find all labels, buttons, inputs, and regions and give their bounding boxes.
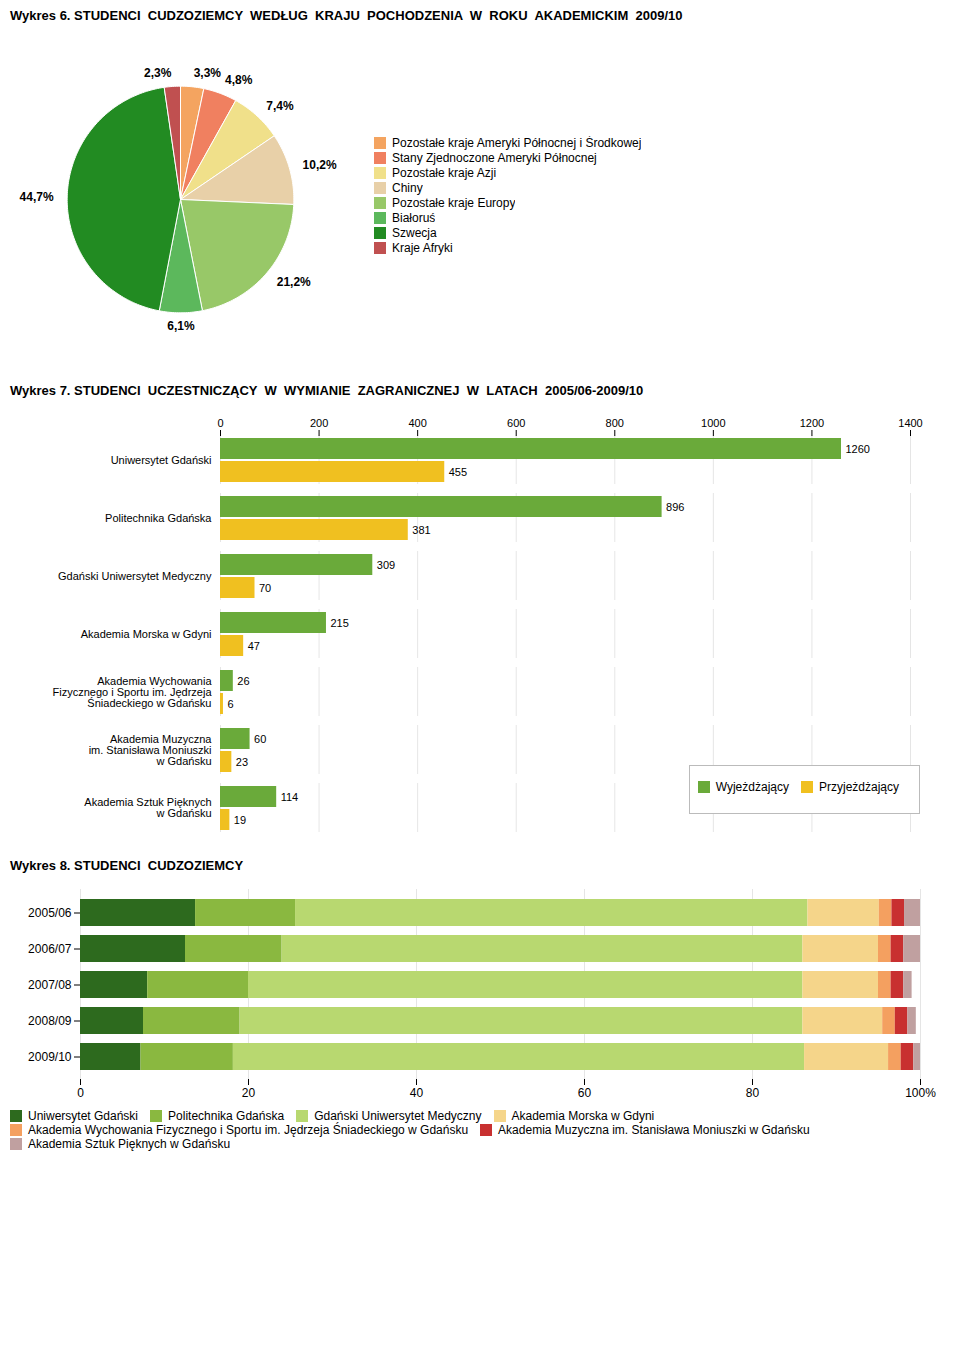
html-text:Wykres 7. STUDENCI UCZESTNICZĄ: Wykres 7. STUDENCI UCZESTNICZĄCY W WYMIA… [10, 383, 644, 398]
svg-text:7,4%: 7,4% [266, 99, 294, 113]
svg-text:600: 600 [507, 417, 525, 429]
svg-text:10,2%: 10,2% [303, 158, 337, 172]
svg-text:3,3%: 3,3% [194, 66, 222, 80]
svg-text:2008/09: 2008/09 [28, 1014, 72, 1028]
svg-text:Akademia Morska w Gdyni: Akademia Morska w Gdyni [81, 628, 212, 640]
html-text:Wykres 6. STUDENCI CUDZOZIEMCY: Wykres 6. STUDENCI CUDZOZIEMCY WEDŁUG KR… [10, 8, 683, 23]
svg-text:Akademia Sztuk Pięknychw Gdańs: Akademia Sztuk Pięknychw Gdańsku [84, 796, 211, 819]
html-text:Akademia Morska w Gdyni: Akademia Morska w Gdyni [511, 1109, 655, 1123]
svg-text:100%: 100% [905, 1086, 936, 1100]
svg-text:Politechnika Gdańska: Politechnika Gdańska [105, 512, 212, 524]
html-text:Politechnika Gdańska: Politechnika Gdańska [168, 1109, 285, 1123]
html-text:Przyjeżdżający: Przyjeżdżający [819, 779, 899, 794]
svg-text:20: 20 [242, 1086, 256, 1100]
svg-text:1000: 1000 [701, 417, 725, 429]
html-text:Kraje Afryki: Kraje Afryki [392, 241, 453, 255]
svg-text:1200: 1200 [800, 417, 824, 429]
svg-text:114: 114 [281, 791, 299, 803]
svg-text:19: 19 [234, 814, 246, 826]
svg-text:2009/10: 2009/10 [28, 1050, 72, 1064]
svg-text:60: 60 [254, 733, 266, 745]
svg-text:23: 23 [236, 756, 248, 768]
html-text:Akademia Wychowania Fizycznego: Akademia Wychowania Fizycznego i Sportu … [28, 1123, 469, 1137]
html-text:Wyjeżdżający: Wyjeżdżający [715, 779, 789, 794]
svg-text:1260: 1260 [846, 443, 870, 455]
svg-text:200: 200 [310, 417, 328, 429]
html-text:Gdański Uniwersytet Medyczny: Gdański Uniwersytet Medyczny [314, 1109, 482, 1123]
svg-text:215: 215 [330, 617, 348, 629]
svg-text:309: 309 [377, 559, 395, 571]
html-text:Akademia Muzyczna im. Stanisła: Akademia Muzyczna im. Stanisława Moniusz… [498, 1123, 810, 1137]
svg-text:800: 800 [606, 417, 624, 429]
svg-text:60: 60 [578, 1086, 592, 1100]
html-text:Białoruś: Białoruś [392, 211, 436, 225]
svg-text:1400: 1400 [898, 417, 922, 429]
html-text:Pozostałe kraje Europy: Pozostałe kraje Europy [392, 196, 516, 210]
svg-text:Uniwersytet Gdański: Uniwersytet Gdański [111, 454, 212, 466]
html-text:Chiny: Chiny [392, 181, 423, 195]
svg-text:0: 0 [77, 1086, 84, 1100]
html-text:Pozostałe kraje Ameryki Północ: Pozostałe kraje Ameryki Północnej i Środ… [392, 136, 642, 150]
html-text:Uniwersytet Gdański: Uniwersytet Gdański [28, 1109, 138, 1123]
svg-text:Akademia Muzycznaim. Stanisław: Akademia Muzycznaim. Stanisława Moniuszk… [89, 733, 213, 767]
html-text:Wykres 8. STUDENCI CUDZOZIEMCY: Wykres 8. STUDENCI CUDZOZIEMCY [10, 858, 244, 873]
svg-text:26: 26 [237, 675, 249, 687]
svg-text:Gdański Uniwersytet Medyczny: Gdański Uniwersytet Medyczny [58, 570, 212, 582]
svg-text:44,7%: 44,7% [20, 190, 54, 204]
svg-text:6,1%: 6,1% [167, 319, 195, 333]
svg-text:6: 6 [227, 698, 233, 710]
svg-text:40: 40 [410, 1086, 424, 1100]
svg-text:381: 381 [412, 524, 430, 536]
svg-text:21,2%: 21,2% [277, 275, 311, 289]
html-text:Pozostałe kraje Azji: Pozostałe kraje Azji [392, 166, 497, 180]
svg-text:0: 0 [217, 417, 223, 429]
svg-text:2,3%: 2,3% [144, 66, 172, 80]
svg-text:2005/06: 2005/06 [28, 906, 72, 920]
svg-text:70: 70 [259, 582, 271, 594]
svg-text:80: 80 [746, 1086, 760, 1100]
html-text:Szwecja: Szwecja [392, 226, 437, 240]
svg-text:2006/07: 2006/07 [28, 942, 72, 956]
svg-text:455: 455 [449, 466, 467, 478]
html-text:Stany Zjednoczone Ameryki Półn: Stany Zjednoczone Ameryki Północnej [392, 151, 597, 165]
html-text:Akademia Sztuk Pięknych w Gdań: Akademia Sztuk Pięknych w Gdańsku [28, 1137, 231, 1151]
svg-text:896: 896 [666, 501, 684, 513]
svg-text:4,8%: 4,8% [225, 73, 253, 87]
svg-text:47: 47 [248, 640, 260, 652]
svg-text:400: 400 [408, 417, 426, 429]
svg-text:2007/08: 2007/08 [28, 978, 72, 992]
svg-text:Akademia WychowaniaFizycznego: Akademia WychowaniaFizycznego i Sportu i… [53, 675, 213, 709]
